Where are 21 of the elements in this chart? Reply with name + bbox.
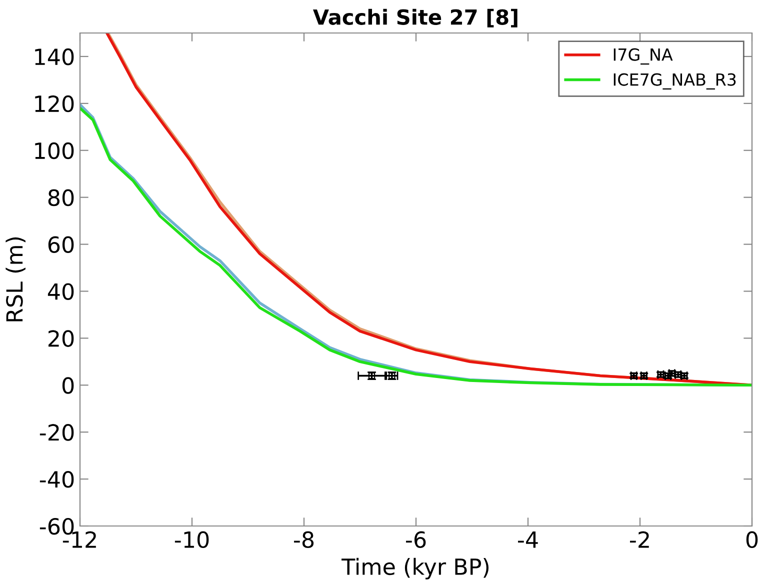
x-axis-title: Time (kyr BP) (342, 558, 489, 580)
y-tick-label: 60 (48, 236, 74, 254)
y-tick-label: 80 (48, 189, 74, 206)
y-axis-title: RSL (m) (6, 237, 26, 322)
x-tick-label: -10 (174, 531, 209, 548)
legend-label: I7G_NA (614, 48, 673, 65)
y-tick-label: -40 (40, 470, 74, 488)
x-tick-label: -4 (518, 532, 538, 548)
y-tick-label: -20 (40, 424, 74, 441)
y-tick-label: 100 (35, 142, 74, 160)
x-tick-label: -2 (630, 531, 649, 548)
y-tick-label: 40 (48, 283, 74, 300)
chart-title: Vacchi Site 27 [8] (312, 8, 518, 28)
y-tick-label: 140 (35, 48, 74, 66)
y-tick-label: 20 (48, 330, 74, 347)
y-tick-label: 120 (35, 95, 74, 112)
x-tick-label: -8 (294, 531, 314, 548)
y-tick-label: 0 (62, 377, 74, 394)
x-tick-label: 0 (746, 531, 758, 548)
legend-label: ICE7G_NAB_R3 (614, 73, 736, 90)
x-tick-label: -6 (406, 531, 426, 548)
